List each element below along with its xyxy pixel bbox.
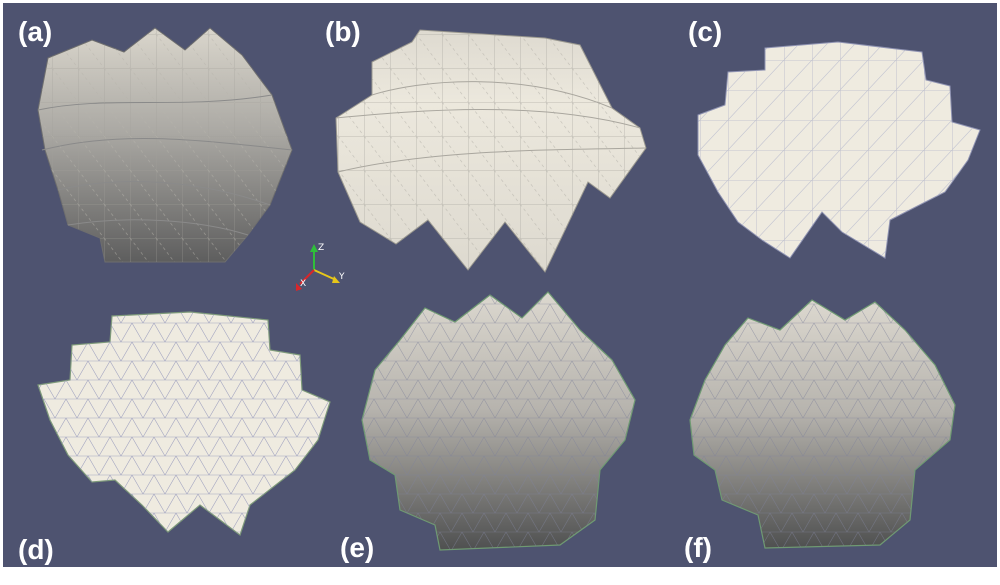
- mesh-f: [689, 299, 956, 549]
- panel-label-f: (f): [684, 532, 712, 563]
- panel-label-a: (a): [18, 16, 53, 47]
- axis-z-arrow: [310, 244, 318, 252]
- axis-z-label: Z: [318, 243, 324, 253]
- mesh-d: [37, 311, 331, 536]
- axis-y-arrow: [332, 276, 340, 283]
- axis-y-label: Y: [338, 272, 345, 282]
- panel-label-c: (c): [688, 16, 723, 47]
- mesh-c: [697, 41, 981, 259]
- axis-x-arrow: [296, 283, 302, 291]
- axis-y-line: [313, 269, 337, 281]
- panel-label-d: (d): [18, 534, 54, 565]
- axis-x-label: X: [300, 279, 306, 289]
- mesh-b: [335, 29, 647, 273]
- axis-x-line: [299, 269, 315, 285]
- axes-triad: Z Y X: [296, 243, 345, 291]
- panel-label-b: (b): [325, 16, 361, 47]
- mesh-e: [361, 291, 636, 551]
- mesh-a: [37, 27, 293, 263]
- panel-label-e: (e): [340, 532, 375, 563]
